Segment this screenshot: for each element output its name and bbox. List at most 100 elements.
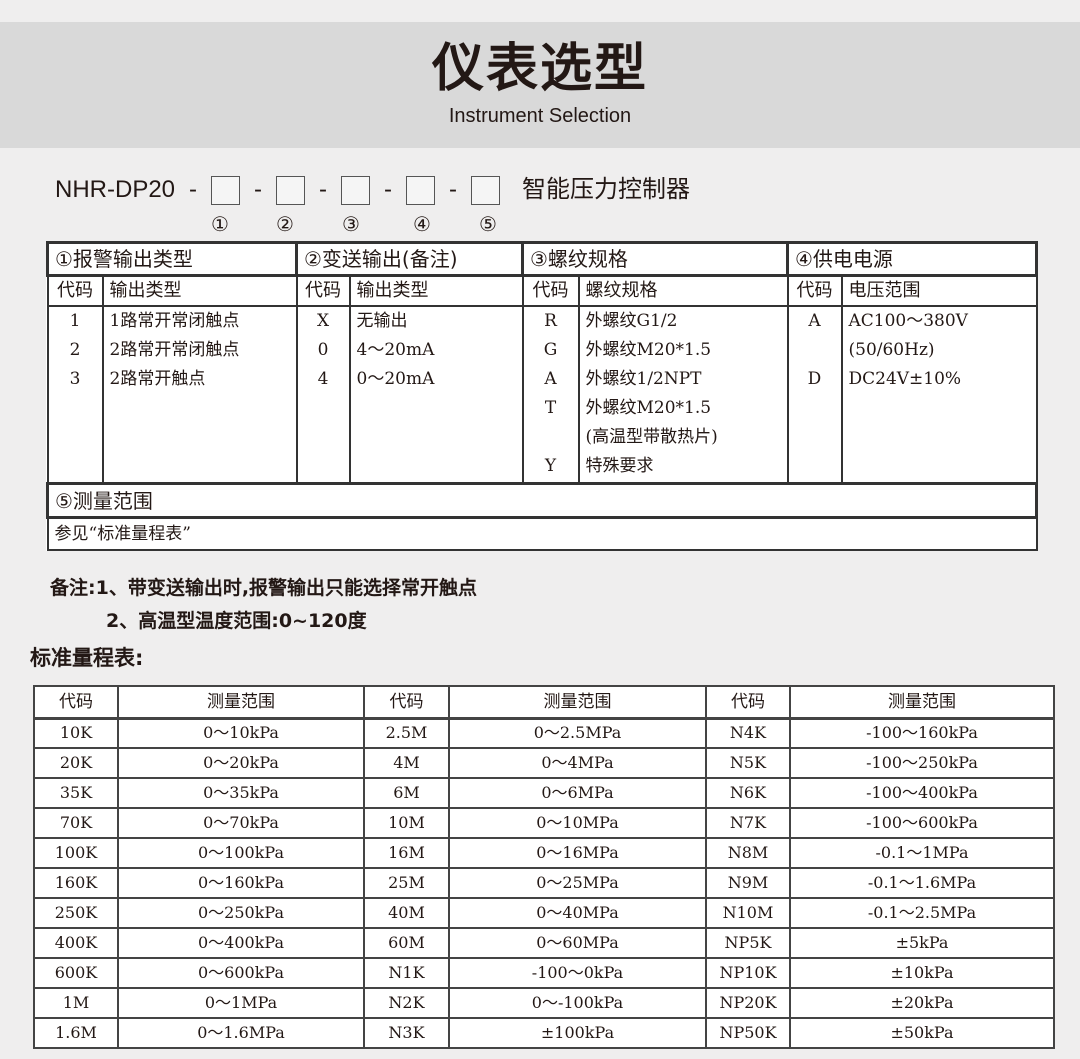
note-1: 备注:1、带变送输出时,报警输出只能选择常开触点 [50, 577, 478, 599]
value-header: 输出类型 [101, 274, 298, 307]
code-cell: N4K [705, 717, 791, 749]
code-header: 代码 [521, 274, 580, 307]
code-cell: 70K [33, 807, 119, 839]
option-code: 4 [317, 368, 329, 389]
table-row: 160K 0～160kPa 25M 0～25MPa N9M -0.1～1.6MPa [33, 867, 1055, 899]
option-code: 3 [69, 368, 81, 389]
range-cell: -100～250kPa [789, 747, 1055, 779]
model-prefix: NHR-DP20 [55, 176, 176, 203]
range-cell: 0～1.6MPa [117, 1017, 365, 1049]
option-value: 2路常开触点 [109, 368, 206, 389]
range-cell: ±50kPa [789, 1017, 1055, 1049]
range-cell: 0～16MPa [448, 837, 707, 869]
code-cell: NP50K [705, 1017, 791, 1049]
code-cell: 600K [33, 957, 119, 989]
range-cell: 0～4MPa [448, 747, 707, 779]
range-cell: 0～1MPa [117, 987, 365, 1019]
separator: - [384, 176, 393, 203]
range-cell: 0～60MPa [448, 927, 707, 959]
code-cell: 100K [33, 837, 119, 869]
range-cell: 0～10MPa [448, 807, 707, 839]
option-value: 2路常开常闭触点 [109, 339, 240, 360]
slot-4 [406, 175, 436, 205]
range-cell: 0～160kPa [117, 867, 365, 899]
position-label: ④ [413, 212, 431, 236]
option-code: G [543, 339, 558, 360]
model-suffix: 智能压力控制器 [522, 176, 691, 203]
range-cell: ±100kPa [448, 1017, 707, 1049]
column-header: 测量范围 [448, 685, 707, 720]
value-column: 1路常开常闭触点 2路常开常闭触点 2路常开触点 [101, 304, 298, 485]
option-code: D [807, 368, 822, 389]
option-value: 外螺纹M20*1.5 [585, 339, 712, 360]
slot-3 [341, 175, 371, 205]
range-cell: -0.1～1MPa [789, 837, 1055, 869]
option-value: 无输出 [356, 310, 408, 331]
code-cell: 1M [33, 987, 119, 1019]
table-row: 400K 0～400kPa 60M 0～60MPa NP5K ±5kPa [33, 927, 1055, 959]
option-code: 0 [317, 339, 329, 360]
table-row: 1M 0～1MPa N2K 0～-100kPa NP20K ±20kPa [33, 987, 1055, 1019]
code-cell: NP20K [705, 987, 791, 1019]
range-cell: 0～25MPa [448, 867, 707, 899]
separator: - [319, 176, 328, 203]
option-value: 外螺纹G1/2 [585, 310, 678, 331]
table-row: 100K 0～100kPa 16M 0～16MPa N8M -0.1～1MPa [33, 837, 1055, 869]
value-header: 电压范围 [840, 274, 1038, 307]
option-value: (高温型带散热片) [585, 426, 718, 447]
code-header: 代码 [786, 274, 843, 307]
header-band [0, 22, 1080, 148]
slot-1 [211, 175, 241, 205]
code-cell: 35K [33, 777, 119, 809]
option-value: 外螺纹M20*1.5 [585, 397, 712, 418]
column-header: 代码 [705, 685, 791, 720]
code-column: A D [786, 304, 843, 485]
option-code: 2 [69, 339, 81, 360]
range-cell: 0～600kPa [117, 957, 365, 989]
code-cell: N7K [705, 807, 791, 839]
code-cell: NP5K [705, 927, 791, 959]
range-table: 代码 测量范围 代码 测量范围 代码 测量范围 10K 0～10kPa 2.5M 0～2.5MP… [33, 685, 1055, 1049]
page-subtitle: Instrument Selection [448, 105, 632, 127]
range-cell: 0～250kPa [117, 897, 365, 929]
page-title: 仪表选型 [431, 39, 648, 99]
code-column: 1 2 3 [46, 304, 104, 485]
range-cell: 0～100kPa [117, 837, 365, 869]
range-cell: 0～10kPa [117, 717, 365, 749]
range-cell: -100～0kPa [448, 957, 707, 989]
option-code [530, 423, 572, 452]
range-cell: 0～40MPa [448, 897, 707, 929]
value-column: 外螺纹G1/2 外螺纹M20*1.5 外螺纹1/2NPT 外螺纹M20*1.5 (高温型… [577, 304, 789, 485]
code-cell: 20K [33, 747, 119, 779]
range-cell: -100～400kPa [789, 777, 1055, 809]
code-cell: 250K [33, 897, 119, 929]
code-cell: 40M [363, 897, 450, 929]
table-row: 1.6M 0～1.6MPa N3K ±100kPa NP50K ±50kPa [33, 1017, 1055, 1049]
code-header: 代码 [46, 274, 104, 307]
column-header: 测量范围 [117, 685, 365, 720]
code-cell: N3K [363, 1017, 450, 1049]
code-cell: 16M [363, 837, 450, 869]
model-code-line: NHR-DP20 - - - - - 智能压力控制器 [55, 174, 690, 206]
section-title: ③螺纹规格 [521, 241, 789, 277]
code-cell: N8M [705, 837, 791, 869]
option-code: 1 [69, 310, 81, 331]
position-label: ② [276, 212, 294, 236]
range-section-text: 参见“标准量程表” [46, 516, 1038, 551]
range-cell: -0.1～1.6MPa [789, 867, 1055, 899]
table-row: 70K 0～70kPa 10M 0～10MPa N7K -100～600kPa [33, 807, 1055, 839]
code-cell: NP10K [705, 957, 791, 989]
separator: - [189, 176, 198, 203]
range-cell: ±5kPa [789, 927, 1055, 959]
table-row: 600K 0～600kPa N1K -100～0kPa NP10K ±10kPa [33, 957, 1055, 989]
range-section-title: ⑤测量范围 [46, 482, 1038, 519]
table-row: 250K 0～250kPa 40M 0～40MPa N10M -0.1～2.5MPa [33, 897, 1055, 929]
range-cell: -0.1～2.5MPa [789, 897, 1055, 929]
code-cell: N2K [363, 987, 450, 1019]
option-value: 外螺纹1/2NPT [585, 368, 702, 389]
range-cell: 0～70kPa [117, 807, 365, 839]
range-cell: ±20kPa [789, 987, 1055, 1019]
code-cell: 2.5M [363, 717, 450, 749]
column-header: 代码 [363, 685, 450, 720]
